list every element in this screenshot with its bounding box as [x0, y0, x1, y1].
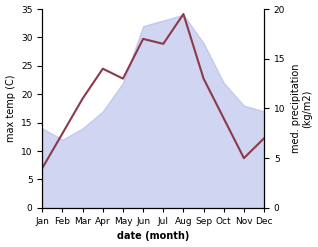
X-axis label: date (month): date (month): [117, 231, 190, 242]
Y-axis label: med. precipitation
(kg/m2): med. precipitation (kg/m2): [291, 64, 313, 153]
Y-axis label: max temp (C): max temp (C): [5, 75, 16, 142]
